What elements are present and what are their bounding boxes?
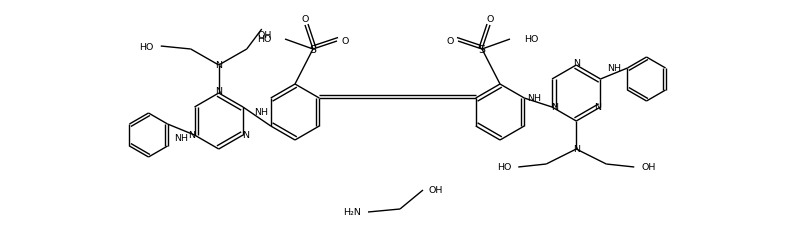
- Text: NH: NH: [254, 108, 268, 116]
- Text: HO: HO: [139, 42, 154, 51]
- Text: HO: HO: [497, 163, 511, 172]
- Text: OH: OH: [641, 163, 655, 172]
- Text: N: N: [215, 86, 222, 95]
- Text: N: N: [572, 58, 580, 67]
- Text: H₂N: H₂N: [343, 208, 361, 217]
- Text: N: N: [188, 131, 195, 140]
- Text: N: N: [594, 103, 601, 112]
- Text: HO: HO: [257, 35, 271, 44]
- Text: S: S: [309, 45, 316, 55]
- Text: O: O: [486, 14, 493, 24]
- Text: O: O: [446, 37, 454, 46]
- Text: O: O: [301, 14, 308, 24]
- Text: OH: OH: [258, 31, 272, 40]
- Text: N: N: [551, 103, 559, 112]
- Text: S: S: [478, 45, 485, 55]
- Text: NH: NH: [527, 94, 541, 102]
- Text: N: N: [572, 145, 580, 154]
- Text: N: N: [242, 131, 250, 140]
- Text: NH: NH: [174, 134, 188, 142]
- Text: OH: OH: [429, 186, 444, 195]
- Text: O: O: [341, 37, 349, 46]
- Text: NH: NH: [607, 64, 621, 73]
- Text: N: N: [215, 61, 222, 70]
- Text: HO: HO: [524, 35, 539, 44]
